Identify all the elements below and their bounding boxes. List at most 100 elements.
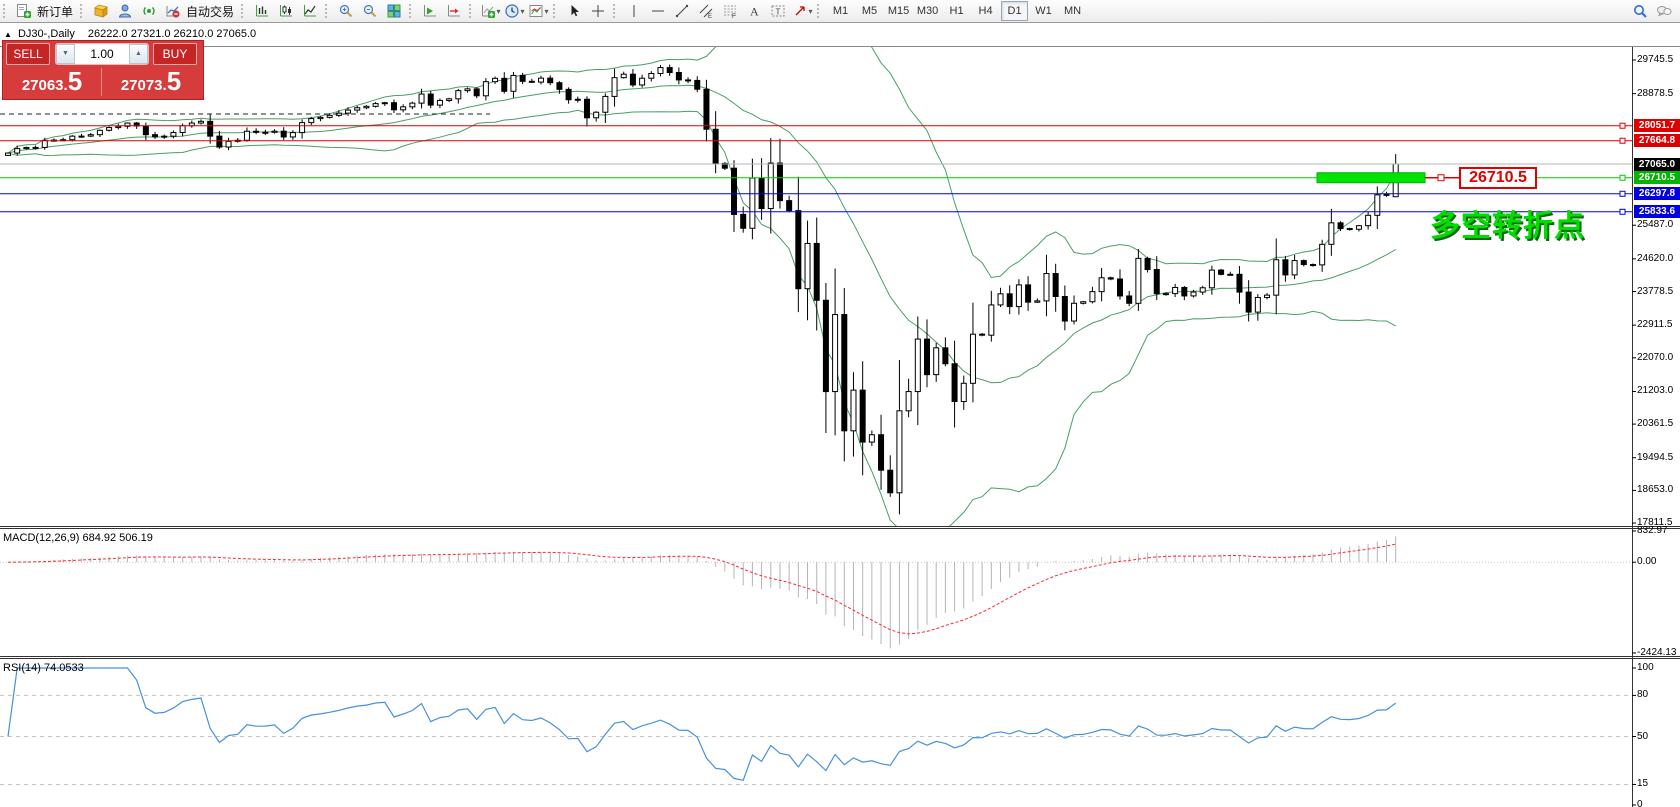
fibonacci-button[interactable]: F: [718, 1, 742, 21]
rsi-line: [7, 667, 1397, 781]
timeframe-button-m5[interactable]: M5: [861, 5, 878, 17]
line-handle: [1619, 208, 1626, 215]
volume-increase-button[interactable]: ▲: [129, 43, 148, 64]
line-chart-icon: [304, 5, 317, 17]
buy-button[interactable]: BUY: [153, 42, 197, 65]
candle: [326, 114, 333, 118]
zoom-out-button[interactable]: [358, 1, 382, 21]
candle: [896, 410, 903, 494]
candle: [1319, 243, 1326, 266]
svg-text:E: E: [708, 14, 712, 19]
candle: [767, 162, 774, 210]
candle: [822, 299, 829, 393]
candle: [1291, 260, 1298, 276]
timeframe-button-mn[interactable]: MN: [1063, 5, 1082, 17]
chart-canvas[interactable]: [0, 23, 1680, 807]
chart-shift-icon: [448, 5, 461, 17]
horizontal-line-button[interactable]: [646, 1, 670, 21]
vertical-line-button[interactable]: [622, 1, 646, 21]
dropdown-caret-icon[interactable]: ▾: [544, 6, 549, 16]
candle: [41, 139, 48, 148]
candle: [547, 77, 554, 84]
text-icon: A: [750, 5, 759, 19]
text-button[interactable]: A: [742, 1, 766, 21]
toolbar-grip: [553, 4, 560, 18]
timeframe-button-h1[interactable]: H1: [949, 5, 964, 17]
tile-windows-button[interactable]: [382, 1, 406, 21]
market-watch-icon: [118, 4, 132, 18]
candle: [776, 162, 783, 202]
volume-input[interactable]: [75, 45, 129, 62]
candle: [1208, 269, 1215, 289]
candle: [106, 127, 113, 131]
candle: [951, 363, 958, 403]
candle: [1337, 222, 1344, 230]
candle: [1374, 194, 1381, 216]
buy-price[interactable]: 27073.5: [120, 66, 182, 96]
trendline-button[interactable]: [670, 1, 694, 21]
arrows-button[interactable]: ▾: [790, 1, 814, 21]
candle: [868, 434, 875, 443]
candle: [464, 88, 471, 92]
candle: [1144, 257, 1151, 271]
toolbar-groups: 新订单 自动交易 ▾ ▾ ▾ E F A T ▾ M1 M5 M15 M30 H1 H4 D1 W1 MN: [0, 1, 1087, 21]
market-watch-button[interactable]: [113, 1, 137, 21]
candle: [216, 135, 223, 148]
auto-scroll-button[interactable]: [418, 1, 442, 21]
candle: [482, 81, 489, 97]
dropdown-caret-icon[interactable]: ▾: [808, 6, 813, 16]
auto-trading-button[interactable]: [161, 1, 185, 21]
candle: [942, 347, 949, 365]
channel-button[interactable]: E: [694, 1, 718, 21]
volume-decrease-button[interactable]: ▼: [56, 43, 75, 64]
candle: [308, 118, 315, 124]
charts-button[interactable]: [89, 1, 113, 21]
zoom-in-button[interactable]: [334, 1, 358, 21]
timeframe-button-m30[interactable]: M30: [916, 5, 939, 17]
candle: [23, 146, 30, 150]
text-label-button[interactable]: T: [766, 1, 790, 21]
auto-trading-label[interactable]: 自动交易: [186, 4, 235, 19]
one-click-trade-panel: SELL ▼ ▲ BUY 27063.5 27073.5: [2, 40, 204, 100]
signals-button[interactable]: [137, 1, 161, 21]
candle: [1071, 302, 1078, 322]
bar-chart-button[interactable]: [250, 1, 274, 21]
cursor-button[interactable]: [562, 1, 586, 21]
dropdown-caret-icon[interactable]: ▾: [520, 6, 525, 16]
charts-icon: [94, 4, 108, 18]
periods-button[interactable]: ▾: [502, 1, 526, 21]
line-handle: [1619, 122, 1626, 129]
new-order-button[interactable]: [12, 1, 36, 21]
new-order-label[interactable]: 新订单: [37, 4, 74, 19]
candle: [1052, 273, 1059, 298]
timeframe-button-m15[interactable]: M15: [887, 5, 910, 17]
timeframe-button-w1[interactable]: W1: [1035, 5, 1052, 17]
candle: [859, 389, 866, 443]
candle: [629, 73, 636, 86]
candle: [87, 134, 94, 137]
sell-price[interactable]: 27063.5: [21, 66, 83, 96]
chart-shift-button[interactable]: [442, 1, 466, 21]
candle: [436, 99, 443, 106]
timeframe-button-m1[interactable]: M1: [832, 5, 849, 17]
candle: [510, 74, 517, 92]
candle: [1098, 277, 1105, 293]
candle: [639, 77, 646, 86]
indicators-button[interactable]: ▾: [478, 1, 502, 21]
candle: [1034, 300, 1041, 303]
chart-area[interactable]: ▲ DJ30-,Daily 26222.0 27321.0 26210.0 27…: [0, 23, 1680, 807]
line-chart-button[interactable]: [298, 1, 322, 21]
candlestick-chart-button[interactable]: [274, 1, 298, 21]
crosshair-button[interactable]: [586, 1, 610, 21]
line-handle: [1619, 137, 1626, 144]
timeframe-button-h4[interactable]: H4: [978, 5, 993, 17]
chat-button[interactable]: [1652, 1, 1676, 21]
dropdown-caret-icon[interactable]: ▾: [496, 6, 501, 16]
timeframe-button-d1[interactable]: D1: [1001, 1, 1029, 21]
candle: [142, 125, 149, 136]
candle: [1162, 293, 1169, 296]
sell-button[interactable]: SELL: [6, 42, 50, 65]
templates-button[interactable]: ▾: [526, 1, 550, 21]
search-button[interactable]: [1628, 1, 1652, 21]
toolbar: 新订单 自动交易 ▾ ▾ ▾ E F A T ▾ M1 M5 M15 M30 H1 H4 D1 W1 MN: [0, 0, 1680, 23]
